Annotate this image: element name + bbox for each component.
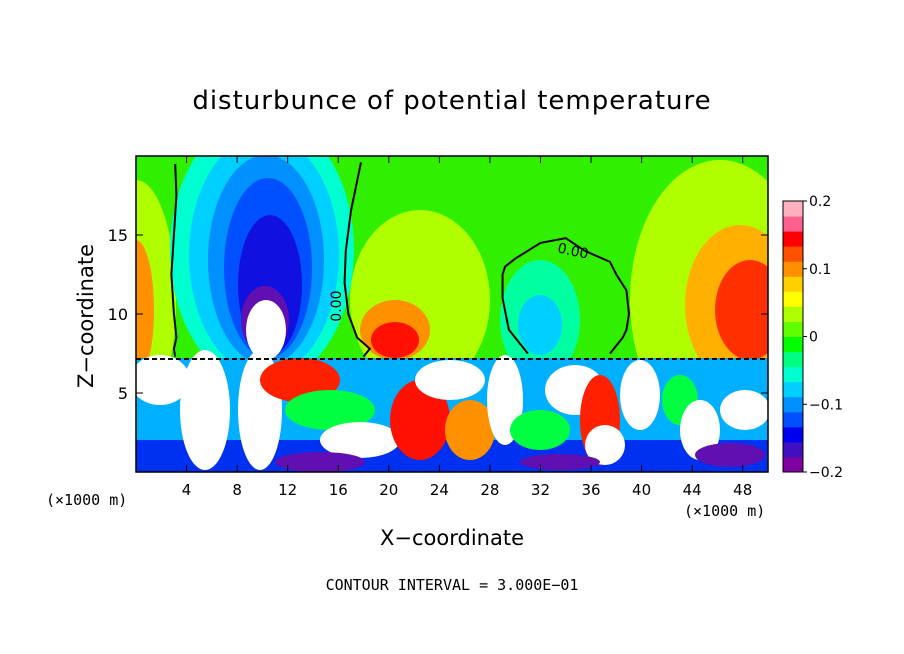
colorbar-segment-17 — [783, 201, 803, 217]
colorbar-tick-label-3: −0.1 — [809, 397, 843, 413]
colorbar-segment-2 — [783, 426, 803, 443]
colorbar-segment-0 — [783, 456, 803, 473]
colorbar-segment-12 — [783, 276, 803, 292]
colorbar-segment-5 — [783, 381, 803, 398]
colorbar-tick-label-0: 0.2 — [809, 194, 831, 210]
x-axis-label: X−coordinate — [380, 526, 524, 550]
colorbar-segment-15 — [783, 231, 803, 247]
x-tick-label-24: 24 — [430, 481, 449, 499]
chart-title: disturbunce of potential temperature — [192, 86, 712, 116]
cold-plume-white — [246, 300, 286, 360]
colorbar-segment-1 — [783, 441, 803, 458]
colorbar-segment-7 — [783, 351, 803, 368]
x-tick-label-4: 4 — [182, 481, 192, 499]
y-axis-label: Z−coordinate — [74, 244, 98, 388]
x-tick-label-8: 8 — [232, 481, 242, 499]
x-tick-label-16: 16 — [329, 481, 348, 499]
y-axis-ticks: 5 10 15 — [108, 226, 768, 403]
contour-line-0 — [501, 237, 630, 355]
colorbar-segment-4 — [783, 396, 803, 413]
warm-left-edge-core — [136, 240, 154, 380]
x-tick-label-48: 48 — [733, 481, 752, 499]
colorbar-segment-14 — [783, 246, 803, 262]
colorbar-tick-label-2: 0 — [809, 330, 818, 346]
colorbar-segment-9 — [783, 321, 803, 337]
colorbar-segment-13 — [783, 261, 803, 277]
heatmap-field: 0.00 0.00 — [136, 156, 768, 472]
warm-middle-red — [371, 322, 419, 358]
x-unit-label-left: (×1000 m) — [46, 491, 128, 509]
colorbar: 0.2 0.1 0 −0.1 −0.2 — [782, 194, 843, 481]
cool-pocket-inner — [518, 295, 562, 355]
contour-labels: 0.00 0.00 — [329, 241, 590, 322]
colorbar-segment-10 — [783, 306, 803, 322]
contour-interval-note: CONTOUR INTERVAL = 3.000E−01 — [325, 576, 579, 594]
x-tick-label-36: 36 — [581, 481, 600, 499]
colorbar-tick-label-4: −0.2 — [809, 465, 843, 481]
x-tick-label-12: 12 — [278, 481, 297, 499]
x-tick-label-32: 32 — [531, 481, 550, 499]
contour-label-1: 0.00 — [329, 291, 345, 322]
x-tick-label-40: 40 — [632, 481, 651, 499]
warm-right-red — [715, 260, 768, 360]
x-tick-label-28: 28 — [480, 481, 499, 499]
contour-line-1 — [170, 163, 178, 357]
colorbar-segment-3 — [783, 411, 803, 428]
x-tick-label-44: 44 — [683, 481, 702, 499]
contour-label-0: 0.00 — [556, 241, 590, 263]
lower-layer-blobs — [136, 350, 768, 472]
y-tick-label-5: 5 — [118, 384, 128, 403]
x-tick-label-20: 20 — [379, 481, 398, 499]
contour-line-2 — [343, 162, 372, 358]
y-tick-label-10: 10 — [108, 305, 128, 324]
y-tick-label-15: 15 — [108, 226, 128, 245]
colorbar-segment-11 — [783, 291, 803, 307]
colorbar-tick-label-1: 0.1 — [809, 262, 831, 278]
contour-lines — [170, 162, 630, 358]
colorbar-segment-16 — [783, 216, 803, 232]
x-axis-ticks: 4 8 12 16 20 24 28 32 36 40 44 48 — [182, 156, 752, 499]
colorbar-segment-8 — [783, 336, 803, 353]
colorbar-segment-6 — [783, 366, 803, 383]
x-unit-label-right: (×1000 m) — [684, 502, 766, 520]
